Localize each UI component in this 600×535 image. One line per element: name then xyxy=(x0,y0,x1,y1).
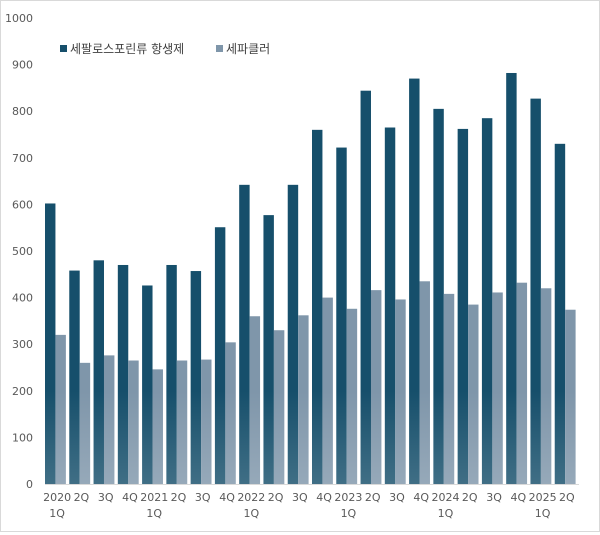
x-tick-label: 1Q xyxy=(438,507,454,520)
bar-cephalosporin xyxy=(554,143,566,484)
bar-cephalosporin xyxy=(214,227,226,485)
bar-cephalosporin xyxy=(142,285,153,484)
legend-label-cefaclor: 세파클러 xyxy=(226,42,270,56)
bar-cephalosporin xyxy=(409,78,420,484)
bar-cephalosporin xyxy=(263,215,274,484)
bar-cephalosporin xyxy=(336,147,347,485)
bar-cefaclor xyxy=(516,282,528,484)
x-tick-label: 4Q xyxy=(316,491,332,504)
x-tick-label: 1Q xyxy=(146,507,162,520)
y-tick-label: 900 xyxy=(12,59,33,72)
x-tick-label: 2Q xyxy=(365,491,381,504)
y-tick-label: 1000 xyxy=(5,12,33,25)
x-tick-label: 1Q xyxy=(243,507,259,520)
bar-cephalosporin xyxy=(312,129,323,484)
bar-cephalosporin xyxy=(190,271,202,484)
bars xyxy=(45,72,579,485)
bar-cephalosporin xyxy=(506,72,517,485)
x-tick-label: 3Q xyxy=(195,491,211,504)
x-tick-label: 2021 xyxy=(140,491,168,504)
y-tick-label: 500 xyxy=(12,245,33,258)
x-tick-label: 3Q xyxy=(98,491,114,504)
x-tick-label: 2020 xyxy=(43,491,71,504)
bar-cephalosporin xyxy=(287,184,299,484)
bar-cephalosporin xyxy=(433,108,444,485)
bar-cephalosporin xyxy=(239,184,250,484)
bar-fade-overlay xyxy=(45,390,579,484)
bar-cephalosporin xyxy=(69,270,80,484)
x-tick-label: 2Q xyxy=(559,491,575,504)
x-tick-label: 2024 xyxy=(432,491,460,504)
bar-cephalosporin xyxy=(457,128,469,484)
bar-cephalosporin xyxy=(360,90,371,484)
legend-swatch-cefaclor xyxy=(216,45,223,52)
bar-cephalosporin xyxy=(384,127,396,484)
y-tick-label: 800 xyxy=(12,105,33,118)
legend-swatch-cephalosporin xyxy=(60,45,67,52)
x-tick-label: 3Q xyxy=(486,491,502,504)
bar-cephalosporin xyxy=(117,264,129,484)
bar-cefaclor xyxy=(540,288,552,484)
legend-label-cephalosporin: 세팔로스포린류 항생제 xyxy=(70,42,184,56)
bar-cephalosporin xyxy=(530,98,541,485)
x-tick-label: 2Q xyxy=(171,491,187,504)
bar-cephalosporin xyxy=(481,118,493,484)
x-tick-label: 2Q xyxy=(268,491,284,504)
bar-cephalosporin xyxy=(166,264,177,484)
bar-cefaclor xyxy=(370,290,382,484)
x-tick-label: 2Q xyxy=(462,491,478,504)
x-tick-label: 2023 xyxy=(334,491,362,504)
bar-cefaclor xyxy=(492,292,503,484)
bar-cefaclor xyxy=(443,293,455,484)
x-tick-label: 4Q xyxy=(413,491,429,504)
y-tick-label: 600 xyxy=(12,198,33,211)
y-tick-label: 700 xyxy=(12,152,33,165)
y-axis: 0 100 200 300 400 500 600 700 800 900 1000 xyxy=(5,12,33,491)
x-tick-label: 2025 xyxy=(529,491,557,504)
y-tick-label: 300 xyxy=(12,338,33,351)
x-tick-label: 1Q xyxy=(341,507,357,520)
bar-cefaclor xyxy=(419,281,430,484)
y-tick-label: 400 xyxy=(12,292,33,305)
x-tick-label: 4Q xyxy=(122,491,138,504)
x-tick-label: 2022 xyxy=(237,491,265,504)
x-tick-label: 1Q xyxy=(49,507,65,520)
x-tick-label: 4Q xyxy=(219,491,235,504)
x-tick-label: 3Q xyxy=(389,491,405,504)
x-tick-label: 1Q xyxy=(535,507,551,520)
y-tick-label: 100 xyxy=(12,431,33,444)
x-tick-label: 4Q xyxy=(510,491,526,504)
bar-cephalosporin xyxy=(93,260,104,484)
bar-cephalosporin xyxy=(45,203,56,484)
y-tick-label: 200 xyxy=(12,385,33,398)
y-tick-label: 0 xyxy=(26,478,33,491)
legend: 세팔로스포린류 항생제 세파클러 xyxy=(60,42,270,56)
x-tick-label: 2Q xyxy=(74,491,90,504)
x-tick-label: 3Q xyxy=(292,491,308,504)
